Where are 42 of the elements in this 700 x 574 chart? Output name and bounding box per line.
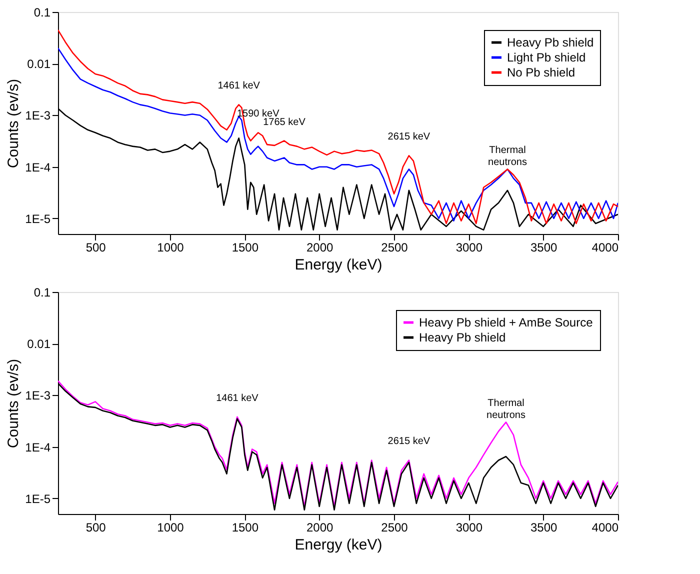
x-tick-label: 2500 [381,240,408,254]
x-tick-label: 3500 [530,240,558,254]
x-tick-label: 2000 [306,240,334,254]
x-tick-label: 3500 [530,520,558,534]
y-axis-title: Counts (ev/s) [5,78,22,168]
x-tick-label: 4000 [592,520,619,534]
y-tick-label: 1E-5 [25,492,51,506]
annotation: 2615 keV [388,436,430,448]
x-tick-label: 1500 [232,520,259,534]
x-tick-label: 500 [86,240,106,254]
legend-label: Heavy Pb shield + AmBe Source [419,316,594,330]
x-tick-label: 1000 [157,520,184,534]
y-tick-label: 0.1 [34,286,51,300]
x-tick-label: 2500 [381,520,408,534]
annotation: Thermal neutrons [488,145,527,168]
x-tick-label: 2000 [306,520,334,534]
legend-label: Heavy Pb shield [419,330,506,344]
y-tick-label: 1E-3 [25,388,51,403]
annotation: 1461 keV [216,392,259,404]
x-tick-label: 3000 [456,240,483,254]
annotation: 2615 keV [388,132,430,143]
annotation: 1765 keV [263,116,306,128]
y-tick-label: 1E-4 [25,440,51,454]
y-tick-label: 1E-4 [25,160,51,174]
y-tick-label: 1E-3 [25,108,51,123]
legend-label: Light Pb shield [507,50,586,64]
x-tick-label: 3000 [456,520,483,534]
x-tick-label: 4000 [592,240,619,254]
annotation: Thermal neutrons [486,398,526,422]
x-axis-title: Energy (keV) [294,256,382,274]
annotation: 1461 keV [218,80,260,92]
x-tick-label: 500 [86,520,106,534]
y-tick-label: 0.1 [34,6,51,20]
y-axis-title: Counts (ev/s) [5,358,22,448]
x-tick-label: 1000 [157,240,184,254]
x-axis-title: Energy (keV) [294,536,382,554]
x-tick-label: 1500 [232,240,259,254]
legend-label: Heavy Pb shield [507,36,594,50]
legend-label: No Pb shield [507,66,576,80]
y-tick-label: 0.01 [27,57,51,72]
y-tick-label: 1E-5 [25,212,51,226]
y-tick-label: 0.01 [27,337,51,352]
